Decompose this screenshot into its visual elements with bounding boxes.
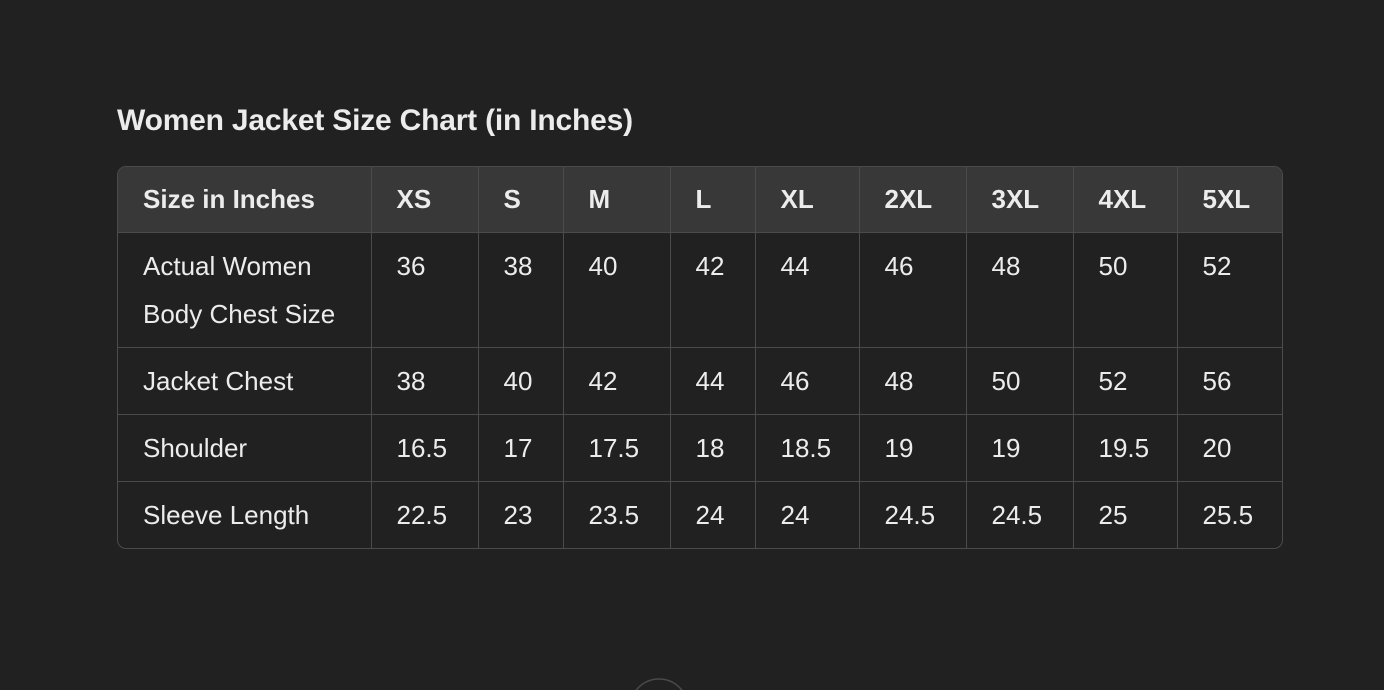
header-cell-size: L (669, 167, 756, 233)
header-cell-size: 2XL (858, 167, 967, 233)
table-cell: 48 (858, 347, 967, 415)
table-cell: 23 (477, 481, 564, 548)
table-cell: 24.5 (965, 481, 1074, 548)
row-label: Actual Women Body Chest Size (118, 232, 372, 348)
table-cell: 44 (669, 347, 756, 415)
table-cell: 42 (669, 232, 756, 348)
header-cell-size: XS (370, 167, 479, 233)
table-row: Shoulder 16.5 17 17.5 18 18.5 19 19 19.5 20 (118, 414, 1282, 482)
row-label: Shoulder (118, 414, 372, 482)
table-cell: 40 (562, 232, 671, 348)
row-label: Jacket Chest (118, 347, 372, 415)
header-cell-size: S (477, 167, 564, 233)
table-cell: 46 (754, 347, 860, 415)
table-cell: 42 (562, 347, 671, 415)
table-cell: 22.5 (370, 481, 479, 548)
table-cell: 25.5 (1176, 481, 1282, 548)
scroll-down-button[interactable] (629, 678, 689, 690)
table-row: Jacket Chest 38 40 42 44 46 48 50 52 56 (118, 347, 1282, 415)
header-cell-label: Size in Inches (118, 167, 372, 233)
row-label: Sleeve Length (118, 481, 372, 548)
table-cell: 44 (754, 232, 860, 348)
table-cell: 46 (858, 232, 967, 348)
table-cell: 24.5 (858, 481, 967, 548)
header-cell-size: 3XL (965, 167, 1074, 233)
table-cell: 24 (754, 481, 860, 548)
table-cell: 17 (477, 414, 564, 482)
header-cell-size: 4XL (1072, 167, 1178, 233)
size-chart-table: Size in Inches XS S M L XL 2XL 3XL 4XL 5XL Actual… (117, 166, 1283, 549)
table-cell: 56 (1176, 347, 1282, 415)
table-cell: 25 (1072, 481, 1178, 548)
table-cell: 52 (1072, 347, 1178, 415)
table-cell: 38 (370, 347, 479, 415)
table-cell: 50 (965, 347, 1074, 415)
table-cell: 48 (965, 232, 1074, 348)
header-row: Size in Inches XS S M L XL 2XL 3XL 4XL 5XL (118, 167, 1282, 233)
table-cell: 52 (1176, 232, 1282, 348)
table-cell: 38 (477, 232, 564, 348)
header-cell-size: XL (754, 167, 860, 233)
table-cell: 40 (477, 347, 564, 415)
table-cell: 17.5 (562, 414, 671, 482)
table-cell: 23.5 (562, 481, 671, 548)
table-cell: 19 (858, 414, 967, 482)
table-cell: 24 (669, 481, 756, 548)
table-cell: 18.5 (754, 414, 860, 482)
table-cell: 20 (1176, 414, 1282, 482)
table-cell: 16.5 (370, 414, 479, 482)
table-title: Women Jacket Size Chart (in Inches) (117, 104, 633, 137)
header-cell-size: 5XL (1176, 167, 1282, 233)
table-row: Sleeve Length 22.5 23 23.5 24 24 24.5 24.5 25 25.… (118, 481, 1282, 548)
table-cell: 19 (965, 414, 1074, 482)
table-cell: 50 (1072, 232, 1178, 348)
header-cell-size: M (562, 167, 671, 233)
table-cell: 19.5 (1072, 414, 1178, 482)
table-cell: 18 (669, 414, 756, 482)
table-row: Actual Women Body Chest Size 36 38 40 42 44 46… (118, 232, 1282, 348)
table-cell: 36 (370, 232, 479, 348)
